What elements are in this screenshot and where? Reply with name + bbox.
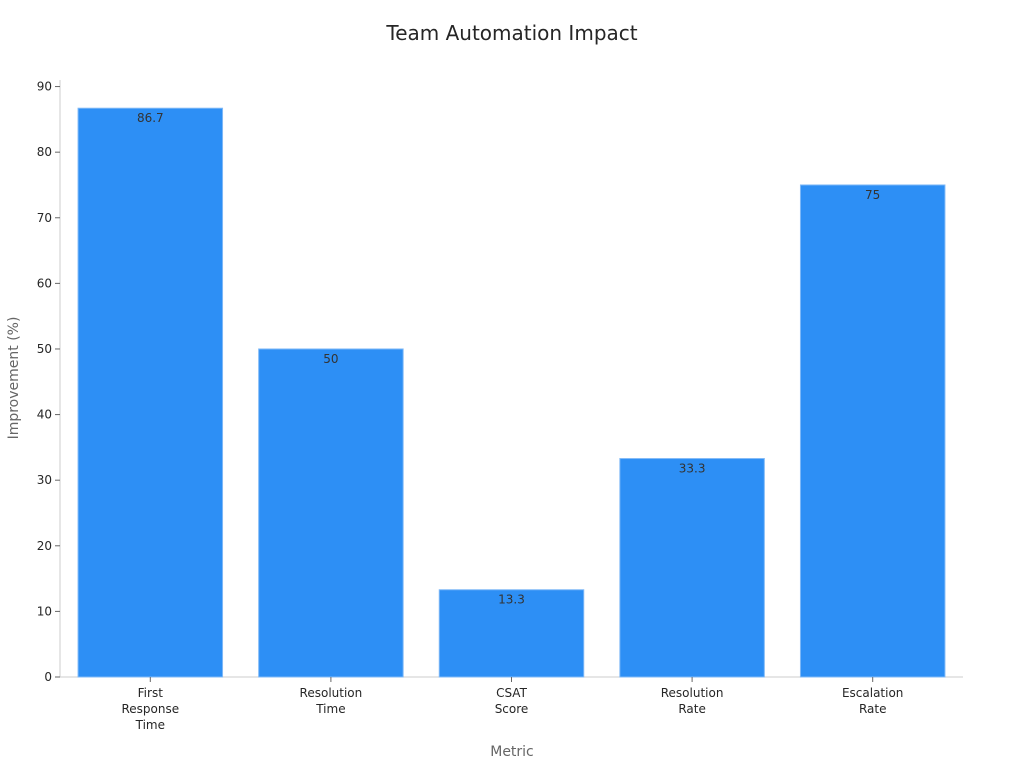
x-tick-label: Resolution Time — [300, 686, 363, 716]
value-label: 75 — [865, 188, 880, 202]
y-tick-label: 40 — [37, 408, 52, 422]
value-label: 86.7 — [137, 111, 164, 125]
x-axis-label: Metric — [490, 744, 534, 760]
y-tick-label: 60 — [37, 276, 52, 290]
x-tick-label: Resolution Rate — [661, 686, 724, 716]
y-tick-label: 10 — [37, 604, 52, 618]
y-tick-label: 20 — [37, 539, 52, 553]
bar — [77, 107, 224, 678]
chart-title: Team Automation Impact — [385, 21, 637, 45]
x-tick-label: CSAT Score — [495, 686, 529, 716]
x-tick-label: First Response Time — [121, 686, 179, 732]
value-label: 33.3 — [679, 462, 706, 476]
y-axis-label: Improvement (%) — [6, 317, 22, 440]
y-tick-label: 0 — [44, 670, 52, 684]
bar — [619, 458, 765, 678]
y-tick-label: 30 — [37, 473, 52, 487]
bar — [799, 184, 946, 678]
bar — [438, 589, 585, 678]
y-tick-label: 50 — [37, 342, 52, 356]
y-tick-label: 80 — [37, 145, 52, 159]
value-label: 13.3 — [498, 593, 525, 607]
bar — [258, 348, 404, 678]
value-label: 50 — [323, 352, 338, 366]
y-tick-label: 70 — [37, 211, 52, 225]
y-tick-label: 90 — [37, 80, 52, 94]
x-tick-label: Escalation Rate — [842, 686, 903, 716]
